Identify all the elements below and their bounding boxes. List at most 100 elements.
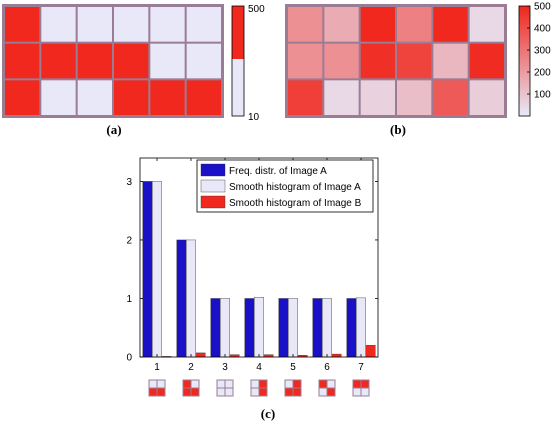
heatmap-a-cell	[150, 80, 185, 115]
colorbar-b-step	[519, 78, 530, 81]
pattern-icon-2-cell	[191, 388, 199, 396]
colorbar-a	[231, 5, 245, 117]
colorbar-b-step	[519, 112, 530, 115]
pattern-icon-5-cell	[293, 380, 301, 388]
heatmap-b-cell	[469, 80, 504, 115]
pattern-icon-3-cell	[225, 380, 233, 388]
bar-2-7	[356, 297, 366, 358]
colorbar-b-step	[519, 62, 530, 65]
heatmap-a-cell	[41, 43, 76, 79]
colorbar-b-outline	[518, 5, 531, 117]
bar-1-7	[346, 298, 357, 358]
colorbar-b-step	[519, 102, 530, 105]
colorbar-b-step	[519, 64, 530, 67]
x-tick-label: 4	[256, 362, 262, 373]
colorbar-b-step	[519, 18, 530, 21]
legend-swatch-2	[200, 179, 226, 193]
bar-1-2	[176, 239, 187, 358]
heatmap-a: 500 10 (a)	[2, 4, 265, 137]
colorbar-b-step	[519, 84, 530, 87]
pattern-icon-1-cell	[149, 388, 157, 396]
heatmap-a-cell	[150, 43, 185, 79]
colorbar-b-step	[519, 6, 530, 9]
heatmap-b-cell	[288, 43, 323, 79]
x-tick-label: 7	[358, 362, 364, 373]
pattern-icons	[148, 379, 370, 397]
heatmap-a-cell	[114, 43, 149, 79]
heatmap-b: 500 400 300 200 100 (b)	[285, 2, 551, 137]
colorbar-b-step	[519, 26, 530, 29]
heatmap-a-cell	[41, 80, 76, 115]
colorbar-b-step	[519, 40, 530, 43]
heatmap-a-cell	[5, 7, 40, 42]
legend-box	[196, 159, 374, 213]
heatmap-b-cell	[288, 7, 323, 42]
colorbar-a-tick-max: 500	[248, 4, 265, 15]
pattern-icon-3-cell	[217, 380, 225, 388]
colorbar-b-step	[519, 98, 530, 101]
colorbar-b-tick-label: 200	[534, 68, 551, 79]
bar-2-2	[186, 239, 196, 358]
colorbar-a-high	[232, 6, 244, 59]
legend-swatch-1	[200, 163, 226, 177]
colorbar-a-tick-min: 10	[248, 112, 260, 123]
colorbar-b-tick-label: 300	[534, 46, 551, 57]
heatmap-a-cell	[77, 80, 112, 115]
colorbar-b-step	[519, 60, 530, 63]
colorbar-b-step	[519, 94, 530, 97]
colorbar-b-step	[519, 38, 530, 41]
pattern-icon-4-cell	[251, 380, 259, 388]
pattern-icon-3-cell	[217, 388, 225, 396]
y-tick-label: 3	[126, 177, 132, 188]
colorbar-b-step	[519, 76, 530, 79]
colorbar-b-step	[519, 86, 530, 89]
heatmap-a-cell	[150, 7, 185, 42]
colorbar-a-outline	[231, 5, 245, 117]
pattern-icon-6-cell	[319, 380, 327, 388]
heatmap-a-cell	[114, 80, 149, 115]
colorbar-b-step	[519, 72, 530, 75]
colorbar-b-step	[519, 50, 530, 53]
heatmap-b-cell	[288, 80, 323, 115]
colorbar-b-step	[519, 70, 530, 73]
colorbar-b-step	[519, 24, 530, 27]
colorbar-b-tick-label: 400	[534, 24, 551, 35]
pattern-icon-6-cell	[327, 380, 335, 388]
colorbar-b	[518, 5, 531, 117]
pattern-icon-5-cell	[285, 380, 293, 388]
pattern-icon-4-cell	[259, 388, 267, 396]
panel-label-c: (c)	[261, 406, 275, 421]
heatmap-b-cell	[433, 80, 468, 115]
colorbar-b-step	[519, 54, 530, 57]
bar-2-1	[152, 181, 162, 358]
bar-chart-c: 0 1 2 3 1 2 3 4 5 6 7 Freq. distr. of Image A Smoot…	[126, 157, 379, 421]
colorbar-b-step	[519, 106, 530, 109]
bar-1-6	[312, 298, 323, 358]
colorbar-b-step	[519, 32, 530, 35]
legend: Freq. distr. of Image A Smooth histogram …	[196, 159, 374, 213]
heatmap-b-cell	[324, 7, 359, 42]
colorbar-b-step	[519, 104, 530, 107]
pattern-icon-2-cell	[191, 380, 199, 388]
pattern-icon-1-cell	[149, 380, 157, 388]
x-tick-label: 5	[290, 362, 296, 373]
heatmap-a-cell	[5, 80, 40, 115]
colorbar-b-tick-label: 100	[534, 90, 551, 101]
colorbar-b-step	[519, 108, 530, 111]
pattern-icon-5-cell	[293, 388, 301, 396]
bar-1-3	[210, 298, 221, 358]
pattern-icon-4-cell	[251, 388, 259, 396]
heatmap-b-cell	[469, 7, 504, 42]
bar-2-6	[322, 298, 332, 358]
heatmap-a-cell	[5, 43, 40, 79]
heatmap-a-cell	[77, 7, 112, 42]
legend-label-2: Smooth histogram of Image A	[229, 182, 361, 193]
heatmap-b-cell	[397, 80, 432, 115]
y-tick-label: 1	[126, 294, 132, 305]
colorbar-b-step	[519, 88, 530, 91]
heatmap-a-cell	[186, 7, 221, 42]
colorbar-b-step	[519, 92, 530, 95]
heatmap-b-cell	[433, 7, 468, 42]
colorbar-b-step	[519, 20, 530, 23]
